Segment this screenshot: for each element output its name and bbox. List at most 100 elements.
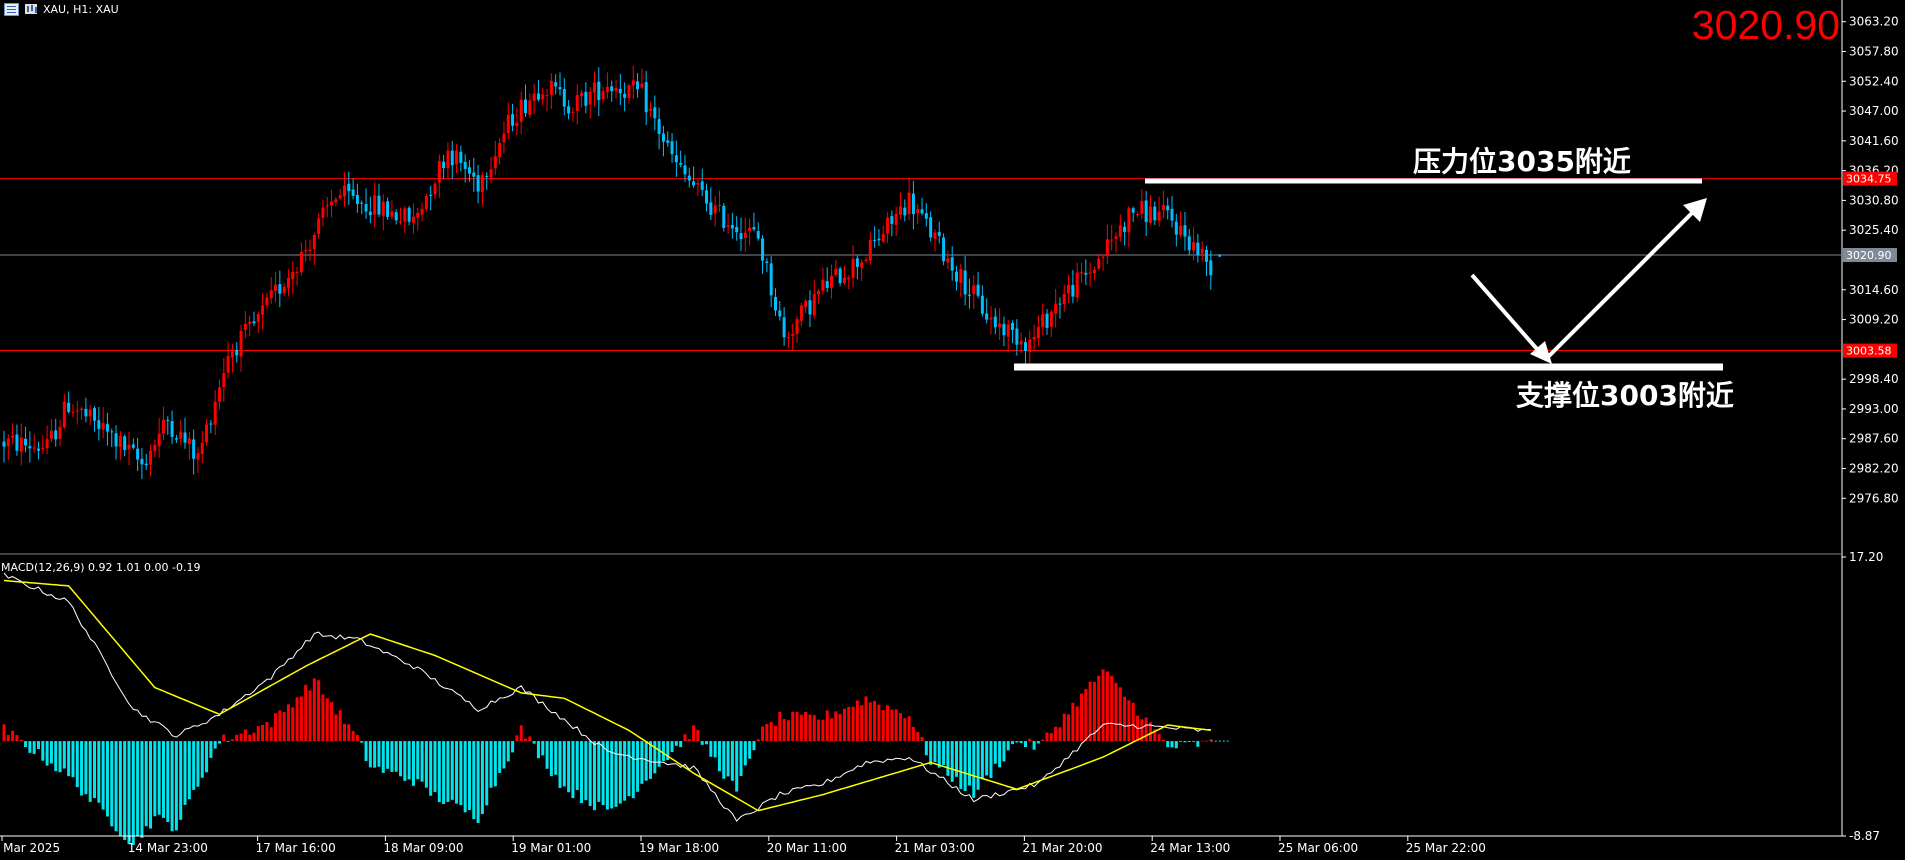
macd-histogram-bar [623, 741, 627, 801]
macd-histogram-bar [174, 741, 178, 831]
macd-histogram-bar [942, 741, 946, 765]
x-tick-label: 20 Mar 11:00 [767, 841, 847, 855]
x-tick-label: 19 Mar 01:00 [511, 841, 591, 855]
candle-body [1153, 206, 1157, 221]
macd-histogram-bar [1118, 687, 1122, 742]
candle-body [416, 212, 420, 218]
candle-body [773, 296, 777, 311]
candle-body [437, 161, 441, 183]
macd-histogram-bar [480, 741, 484, 814]
macd-histogram-bar [898, 713, 902, 742]
candle-body [1136, 213, 1140, 215]
candle-body [851, 258, 855, 279]
candle-body [1023, 342, 1027, 352]
candle-body [963, 270, 967, 295]
macd-histogram-bar [110, 741, 114, 827]
macd-histogram-bar [286, 704, 290, 742]
macd-histogram-bar [679, 741, 683, 748]
macd-histogram-bar [735, 741, 739, 792]
macd-histogram-bar [773, 725, 777, 742]
bar-chart-icon[interactable] [25, 4, 37, 14]
candle-body [515, 122, 519, 127]
macd-histogram-bar [205, 741, 209, 773]
candle-body [911, 193, 915, 215]
macd-histogram-bar [373, 741, 377, 768]
candle-body [222, 373, 226, 387]
candle-body [709, 202, 713, 215]
y-tick-label: 3025.40 [1849, 223, 1899, 237]
macd-histogram-bar [364, 741, 368, 761]
chart-window-icon[interactable] [4, 2, 19, 16]
macd-histogram-bar [411, 741, 415, 786]
current-price-display: 3020.90 [1691, 2, 1840, 48]
candle-body [144, 463, 148, 466]
candle-body [1075, 272, 1079, 298]
candle-body [791, 333, 795, 336]
macd-histogram-bar [149, 741, 153, 829]
macd-histogram-bar [1166, 741, 1170, 748]
macd-histogram-bar [291, 707, 295, 742]
signal-line [3, 579, 1211, 812]
x-tick-label: 18 Mar 09:00 [383, 841, 463, 855]
macd-histogram-bar [360, 741, 364, 743]
macd-histogram-bar [972, 741, 976, 798]
macd-histogram-bar [795, 712, 799, 742]
candle-body [786, 336, 790, 338]
macd-histogram-bar [726, 741, 730, 777]
macd-histogram-bar [830, 718, 834, 742]
macd-histogram-bar [1161, 739, 1165, 742]
candle-body [597, 81, 601, 101]
macd-histogram-bar [1140, 719, 1144, 742]
candle-body [959, 268, 963, 283]
macd-histogram-bar [1183, 741, 1187, 743]
macd-histogram-bar [325, 698, 329, 742]
candle-body [1187, 236, 1191, 251]
candle-body [433, 183, 437, 195]
candle-body [407, 207, 411, 222]
macd-histogram-bar [2, 724, 6, 742]
candle-body [1114, 236, 1118, 239]
candle-body [93, 408, 97, 421]
candle-body [972, 285, 976, 295]
macd-histogram-bar [118, 741, 122, 836]
macd-histogram-bar [502, 741, 506, 769]
candle-body [304, 250, 308, 252]
candle-body [480, 175, 484, 193]
candle-body [821, 279, 825, 291]
y-tick-label: 2976.80 [1849, 491, 1899, 505]
y-tick-label: 2987.60 [1849, 432, 1899, 446]
candle-body [1209, 260, 1213, 276]
candle-body [769, 263, 773, 296]
macd-histogram-bar [1148, 722, 1152, 742]
candle-body [446, 150, 450, 169]
candle-body [980, 295, 984, 314]
macd-histogram-bar [239, 733, 243, 742]
macd-histogram-bar [407, 741, 411, 780]
candle-body [1062, 293, 1066, 305]
macd-histogram-bar [127, 741, 131, 845]
macd-histogram-bar [765, 723, 769, 742]
macd-histogram-bar [916, 731, 920, 742]
candle-body [256, 313, 260, 322]
candle-body [58, 426, 62, 439]
macd-histogram-bar [161, 741, 165, 818]
macd-histogram-bar [1015, 741, 1019, 743]
macd-histogram-bar [1110, 675, 1114, 742]
candle-body [955, 271, 959, 282]
candle-body [1161, 204, 1165, 211]
candle-body [442, 161, 446, 169]
candle-body [730, 224, 734, 229]
candle-body [347, 183, 351, 192]
candle-body [269, 290, 273, 299]
macd-histogram-bar [62, 741, 66, 769]
macd-histogram-bar [920, 737, 924, 742]
candle-body [1123, 226, 1127, 232]
candle-body [528, 100, 532, 115]
macd-histogram-bar [649, 741, 652, 779]
candle-body [166, 419, 170, 421]
candle-body [282, 286, 286, 293]
candle-body [71, 411, 75, 413]
macd-histogram-bar [282, 712, 286, 742]
candle-body [1011, 322, 1015, 330]
